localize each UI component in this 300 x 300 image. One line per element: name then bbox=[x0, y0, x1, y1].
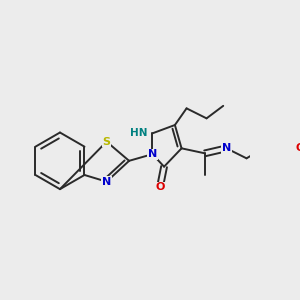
Text: O: O bbox=[295, 143, 300, 153]
Text: N: N bbox=[148, 149, 157, 159]
Text: N: N bbox=[102, 177, 111, 187]
Text: HN: HN bbox=[130, 128, 147, 138]
Text: S: S bbox=[103, 137, 111, 147]
Text: O: O bbox=[155, 182, 165, 193]
Text: N: N bbox=[222, 143, 231, 153]
